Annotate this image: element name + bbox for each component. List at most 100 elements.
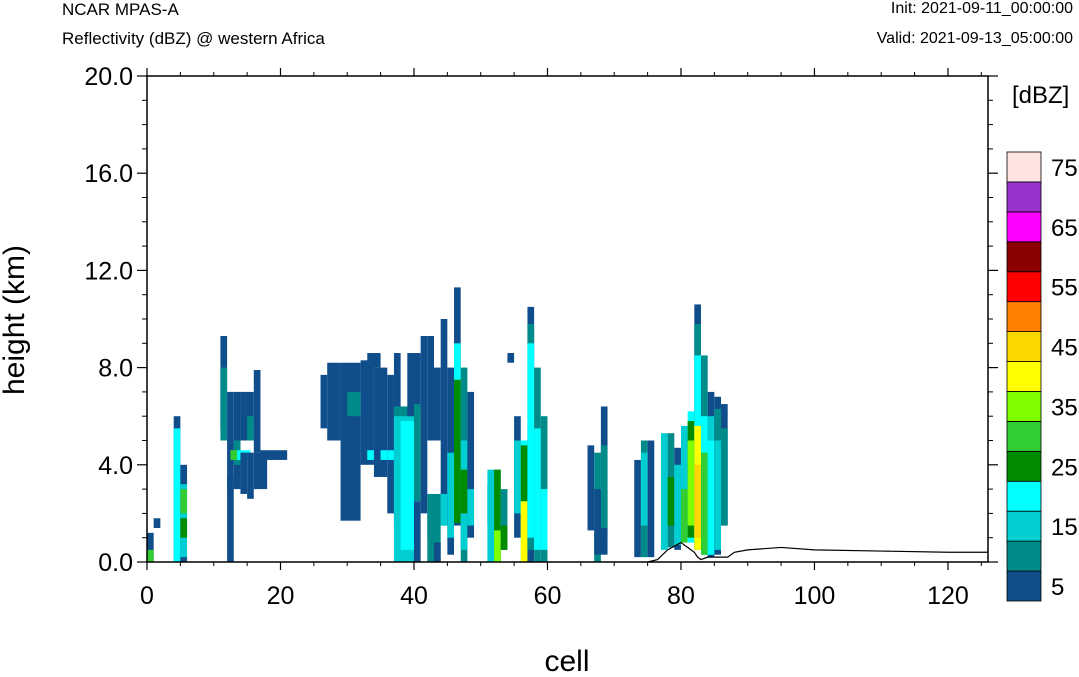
reflectivity-cell [247,416,254,441]
colorbar-swatch [1006,211,1042,243]
reflectivity-cell [494,469,501,562]
reflectivity-cell [360,360,374,465]
y-tick-label: 16.0 [84,160,133,188]
colorbar-swatch [1006,450,1042,482]
colorbar-swatch [1006,480,1042,512]
chart-title: NCAR MPAS-A [62,0,179,19]
reflectivity-cell [694,464,701,538]
x-tick-label: 60 [534,582,562,610]
y-axis-label: height (km) [0,245,31,395]
y-tick-label: 20.0 [84,63,133,91]
reflectivity-cell [413,501,421,562]
reflectivity-cell [180,518,188,538]
colorbar-swatch [1006,420,1042,452]
y-tick-label: 12.0 [84,257,133,285]
reflectivity-cell [660,433,668,550]
reflectivity-cell [434,542,441,562]
reflectivity-cell [440,319,448,526]
reflectivity-cell [400,421,414,550]
reflectivity-cell [527,343,535,538]
reflectivity-cell [647,440,655,558]
colorbar-swatch [1006,301,1042,333]
y-tick-label: 4.0 [98,452,133,480]
reflectivity-cell [520,445,528,502]
reflectivity-cell [520,501,528,562]
reflectivity-cell [367,353,381,368]
reflectivity-cell [680,489,688,543]
reflectivity-cell [280,450,288,460]
reflectivity-cell [253,452,268,490]
reflectivity-cell [153,518,161,528]
reflectivity-cell [680,425,688,543]
reflectivity-cell [721,428,728,526]
reflectivity-cell [514,440,521,514]
colorbar-swatch [1006,391,1042,422]
x-axis-label: cell [544,645,589,677]
reflectivity-cell [507,353,515,363]
colorbar-tick-label: 15 [1051,514,1078,541]
reflectivity-cell [447,452,455,538]
reflectivity-cell [147,549,154,562]
colorbar-swatch [1006,510,1042,542]
reflectivity-cell [454,379,461,524]
reflectivity-cells [147,287,728,562]
reflectivity-cell [434,367,441,441]
colorbar-swatch [1006,271,1042,303]
reflectivity-cell [500,525,508,550]
colorbar-tick-label: 75 [1051,155,1078,182]
colorbar: 5 15 25 35 45 55 65 75 [1006,151,1078,602]
colorbar-unit-label: [dBZ] [1012,82,1069,109]
reflectivity-cell [340,362,361,521]
reflectivity-cell [247,452,254,499]
colorbar-swatch [1006,181,1042,213]
reflectivity-cell [467,489,475,526]
reflectivity-cell [587,445,595,531]
colorbar-swatch [1006,540,1042,572]
colorbar-swatch [1006,361,1042,392]
reflectivity-cell [714,440,722,550]
reflectivity-cell [240,452,248,494]
reflectivity-cell [320,374,328,429]
y-tick-label: 8.0 [98,355,133,383]
reflectivity-cell [500,489,508,550]
reflectivity-cell [420,336,428,514]
reflectivity-cell [380,450,388,460]
reflectivity-cell [147,532,154,562]
reflectivity-cell [700,452,708,555]
reflectivity-cell [227,476,234,562]
reflectivity-cell [227,391,234,490]
plot-frame [146,75,989,563]
x-tick-label: 20 [267,582,295,610]
reflectivity-cell [494,530,501,562]
colorbar-swatch [1006,331,1042,362]
reflectivity-cell [387,374,394,514]
reflectivity-cell [173,428,181,562]
reflectivity-cell [347,391,361,417]
reflectivity-cell [674,464,681,545]
reflectivity-cell [230,450,238,460]
colorbar-tick-label: 55 [1051,275,1078,302]
reflectivity-cell [640,452,648,526]
x-tick-label: 100 [794,582,836,610]
x-tick-label: 80 [667,582,695,610]
reflectivity-cell [707,440,715,555]
reflectivity-cell [233,440,241,465]
reflectivity-cell [373,367,388,477]
colorbar-tick-label: 45 [1051,335,1078,362]
colorbar-tick-label: 35 [1051,394,1078,421]
y-tick-label: 0.0 [98,549,133,577]
reflectivity-cell [387,450,394,460]
colorbar-tick-label: 5 [1051,574,1064,601]
reflectivity-cell [534,428,541,550]
reflectivity-cell [667,476,675,526]
reflectivity-cell [413,404,421,502]
terrain-line [147,541,988,563]
x-tick-label: 40 [400,582,428,610]
x-tick-label: 120 [927,582,969,610]
colorbar-swatch [1006,151,1042,183]
reflectivity-cell [427,336,434,441]
reflectivity-cell [220,367,228,441]
colorbar-swatch [1006,241,1042,273]
reflectivity-cell [407,353,421,417]
